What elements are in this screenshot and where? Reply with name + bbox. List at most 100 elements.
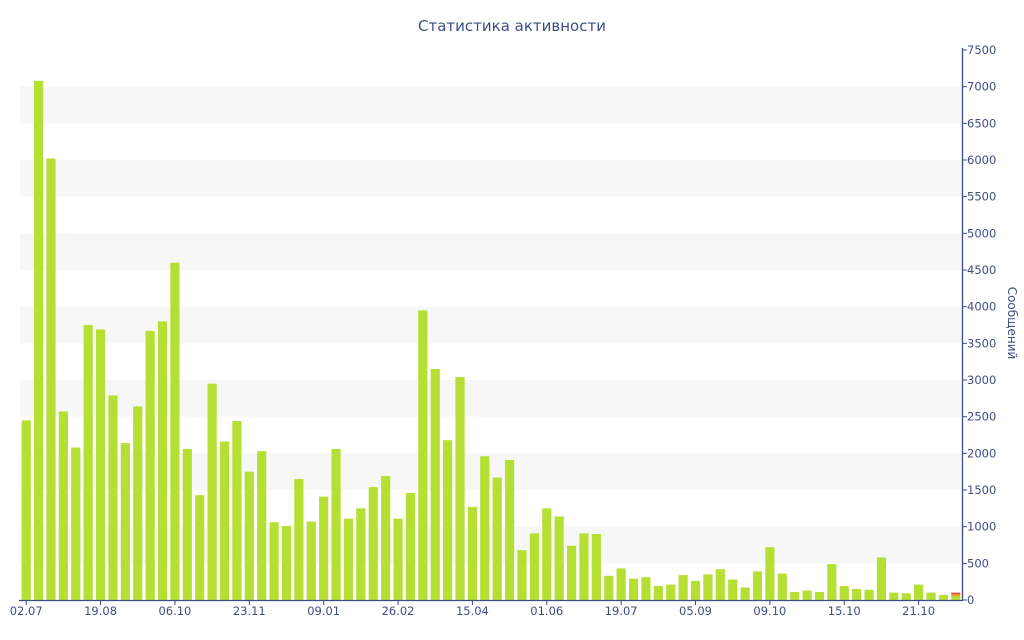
bar bbox=[120, 443, 130, 600]
bar bbox=[343, 518, 354, 600]
y-tick-label: 5500 bbox=[967, 190, 996, 204]
bar bbox=[889, 592, 899, 600]
y-tick-label: 7500 bbox=[967, 43, 996, 57]
x-tick-label: 21.10 bbox=[902, 604, 935, 618]
y-tick-label: 3500 bbox=[967, 336, 996, 350]
y-tick-label: 6500 bbox=[967, 116, 996, 130]
bar bbox=[802, 590, 812, 600]
bar bbox=[529, 533, 539, 600]
x-tick-label: 05.09 bbox=[679, 604, 712, 618]
bar bbox=[443, 440, 453, 600]
bar bbox=[951, 596, 961, 600]
bar bbox=[566, 545, 577, 600]
y-tick-label: 1000 bbox=[967, 520, 996, 534]
bar bbox=[492, 477, 502, 600]
y-axis-ticks: 0 500 1000 1500 2000 2500 3000 3500 4000 4500 5000… bbox=[962, 43, 996, 607]
bar bbox=[926, 592, 936, 600]
bar bbox=[418, 310, 428, 600]
bar bbox=[690, 580, 701, 600]
bar bbox=[616, 568, 626, 600]
grid-band bbox=[20, 86, 962, 124]
bar bbox=[207, 383, 217, 600]
bar bbox=[95, 329, 106, 600]
bar bbox=[244, 471, 254, 600]
bar bbox=[170, 262, 180, 600]
bar bbox=[393, 518, 403, 600]
bar bbox=[678, 575, 688, 600]
y-tick-label: 3000 bbox=[967, 373, 996, 387]
bar bbox=[653, 586, 663, 600]
y-tick-label: 7000 bbox=[967, 80, 996, 94]
bar bbox=[827, 564, 837, 600]
bar bbox=[145, 330, 155, 600]
bar bbox=[604, 575, 614, 600]
chart-title: Статистика активности bbox=[418, 17, 606, 35]
y-axis-title: Сообщений bbox=[1005, 287, 1019, 360]
grid-band bbox=[20, 160, 962, 197]
bar bbox=[505, 459, 515, 600]
x-tick-label: 01.06 bbox=[530, 604, 563, 618]
bar bbox=[951, 594, 961, 597]
bar bbox=[195, 495, 205, 600]
bar bbox=[542, 508, 552, 600]
bar bbox=[58, 411, 68, 600]
bar bbox=[517, 550, 527, 600]
grid-band bbox=[20, 233, 962, 270]
y-tick-label: 500 bbox=[967, 556, 989, 570]
bar bbox=[368, 487, 378, 600]
bar bbox=[765, 547, 775, 600]
bar bbox=[83, 325, 93, 600]
bar bbox=[666, 584, 676, 600]
y-tick-label: 5000 bbox=[967, 226, 996, 240]
x-tick-label: 15.10 bbox=[828, 604, 861, 618]
bar bbox=[219, 441, 230, 600]
bar bbox=[356, 508, 366, 600]
bar bbox=[740, 587, 750, 600]
x-tick-label: 26.02 bbox=[382, 604, 415, 618]
bar bbox=[876, 557, 887, 600]
bar bbox=[306, 521, 316, 600]
bar bbox=[591, 534, 601, 600]
bar bbox=[381, 476, 391, 600]
bar bbox=[752, 571, 763, 600]
bar bbox=[269, 522, 279, 600]
bar bbox=[628, 578, 639, 600]
bar bbox=[777, 573, 787, 600]
y-tick-label: 2000 bbox=[967, 446, 996, 460]
bar bbox=[852, 589, 862, 600]
bar bbox=[257, 451, 267, 600]
bar bbox=[319, 496, 329, 600]
bar bbox=[133, 406, 143, 600]
bar bbox=[554, 516, 564, 600]
bar bbox=[71, 447, 81, 600]
axes bbox=[19, 48, 964, 602]
x-tick-label: 19.07 bbox=[605, 604, 638, 618]
bar bbox=[938, 594, 948, 600]
y-tick-label: 6000 bbox=[967, 153, 996, 167]
bar bbox=[34, 80, 44, 601]
bar bbox=[294, 479, 304, 600]
bar bbox=[951, 592, 961, 595]
x-tick-label: 15.04 bbox=[456, 604, 489, 618]
bar bbox=[405, 492, 416, 600]
bar bbox=[455, 377, 465, 600]
x-tick-label: 23.11 bbox=[233, 604, 266, 618]
bar bbox=[430, 369, 440, 600]
x-tick-label: 19.08 bbox=[84, 604, 117, 618]
y-tick-label: 2500 bbox=[967, 410, 996, 424]
bar bbox=[715, 569, 725, 600]
bar bbox=[467, 506, 477, 600]
bar bbox=[914, 584, 924, 600]
x-axis-ticks: 02.07 19.08 06.10 23.11 09.01 26.02 15.04 01.06… bbox=[10, 600, 935, 618]
y-tick-label: 4000 bbox=[967, 300, 996, 314]
bar bbox=[480, 456, 490, 600]
bar bbox=[839, 586, 849, 600]
bar bbox=[331, 448, 341, 600]
bar bbox=[579, 533, 589, 600]
y-tick-label: 1500 bbox=[967, 483, 996, 497]
bar bbox=[901, 593, 911, 600]
bar bbox=[703, 574, 713, 600]
y-tick-label: 4500 bbox=[967, 263, 996, 277]
bar bbox=[790, 591, 800, 600]
bar bbox=[46, 158, 56, 601]
